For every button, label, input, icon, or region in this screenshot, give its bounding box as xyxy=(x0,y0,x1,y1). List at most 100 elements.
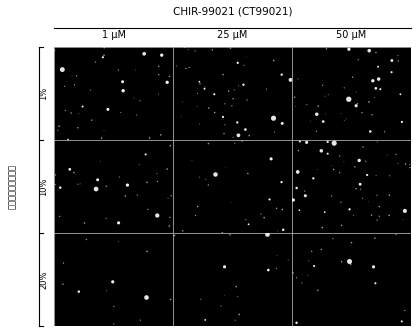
Point xyxy=(62,108,69,113)
Point xyxy=(397,92,404,97)
Point xyxy=(302,193,309,198)
Point xyxy=(54,128,61,133)
Point xyxy=(319,215,326,220)
Point xyxy=(336,154,343,159)
Point xyxy=(101,128,107,133)
Point xyxy=(212,171,218,176)
Point xyxy=(116,174,123,180)
Point xyxy=(310,176,317,181)
Point xyxy=(271,130,278,135)
Point xyxy=(222,101,228,107)
Point xyxy=(189,158,195,163)
Point xyxy=(280,227,287,232)
Point xyxy=(103,183,110,189)
Point xyxy=(166,223,173,229)
Point xyxy=(179,228,186,233)
Point xyxy=(328,193,335,198)
Point xyxy=(393,152,399,157)
Point xyxy=(117,110,124,115)
Point xyxy=(209,47,216,53)
Point xyxy=(263,87,270,92)
Point xyxy=(386,213,393,218)
Point xyxy=(324,139,331,145)
Point xyxy=(268,156,274,162)
Point xyxy=(60,260,67,266)
Point xyxy=(364,172,370,178)
Point xyxy=(133,113,140,118)
Point xyxy=(371,95,378,100)
Point xyxy=(158,53,165,58)
Point xyxy=(315,288,321,293)
Point xyxy=(93,186,99,192)
Point xyxy=(236,312,243,317)
Text: 20%: 20% xyxy=(39,270,49,289)
Point xyxy=(120,88,127,93)
Point xyxy=(346,207,353,212)
Point xyxy=(205,182,212,188)
Point xyxy=(164,166,171,172)
Point xyxy=(341,118,347,123)
Point xyxy=(101,53,107,58)
Point xyxy=(124,182,131,188)
Text: CHIR-99021 (CT99021): CHIR-99021 (CT99021) xyxy=(173,7,292,17)
Point xyxy=(230,96,236,101)
Point xyxy=(357,181,364,187)
Point xyxy=(122,193,129,199)
Point xyxy=(279,121,286,126)
Point xyxy=(119,79,126,84)
Point xyxy=(367,129,374,134)
Point xyxy=(349,75,356,80)
Point xyxy=(235,133,242,138)
Point xyxy=(398,119,405,125)
Point xyxy=(88,118,95,123)
Point xyxy=(376,213,383,219)
Point xyxy=(345,97,352,102)
Point xyxy=(233,97,239,102)
Point xyxy=(386,173,393,178)
Point xyxy=(194,104,200,109)
Point xyxy=(353,186,360,191)
Point xyxy=(295,169,301,174)
Point xyxy=(228,200,235,205)
Point xyxy=(406,165,413,170)
Point xyxy=(179,99,186,105)
Point xyxy=(154,213,160,218)
Point xyxy=(406,162,413,167)
Point xyxy=(246,133,253,138)
Point xyxy=(336,170,343,175)
Point xyxy=(311,263,318,269)
Point xyxy=(308,249,315,254)
Point xyxy=(315,104,322,109)
Point xyxy=(144,179,150,185)
Point xyxy=(318,247,325,252)
Point xyxy=(197,81,203,86)
Point xyxy=(228,103,235,108)
Point xyxy=(278,179,285,185)
Point xyxy=(341,85,348,91)
Point xyxy=(196,174,203,180)
Point xyxy=(167,297,174,302)
Point xyxy=(75,289,82,294)
Point xyxy=(75,125,81,131)
Point xyxy=(305,258,312,263)
Point xyxy=(353,89,360,95)
Point xyxy=(290,270,297,276)
Point xyxy=(136,162,143,167)
Point xyxy=(75,111,82,116)
Point xyxy=(232,318,238,323)
Point xyxy=(115,67,122,73)
Point xyxy=(359,195,366,201)
Point xyxy=(375,64,381,69)
Point xyxy=(293,320,300,325)
Point xyxy=(196,79,203,84)
Point xyxy=(192,48,199,54)
Point xyxy=(395,53,401,58)
Point xyxy=(290,197,297,203)
Point xyxy=(279,207,286,212)
Point xyxy=(274,253,280,258)
Point xyxy=(137,318,144,323)
Point xyxy=(51,48,58,53)
Point xyxy=(196,122,203,127)
Point xyxy=(293,185,300,191)
Point xyxy=(370,78,376,84)
